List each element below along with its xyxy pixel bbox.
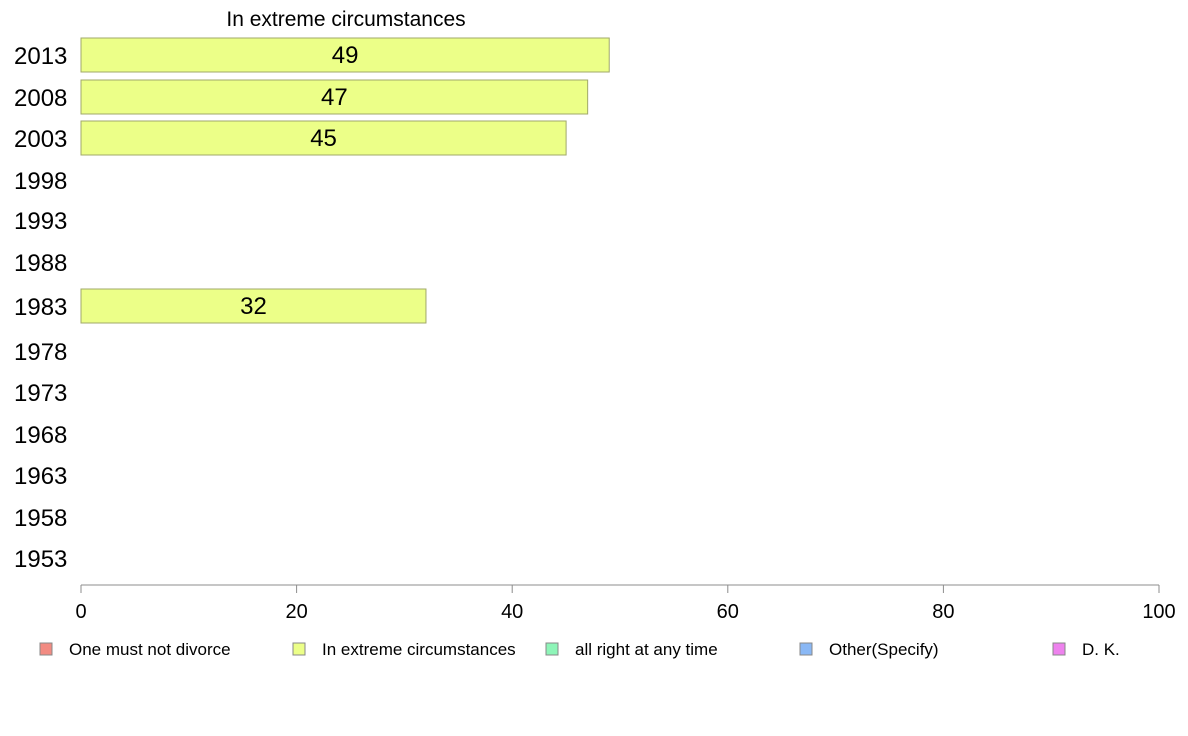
legend-label-0: One must not divorce bbox=[69, 640, 231, 659]
year-label-1958: 1958 bbox=[14, 505, 67, 532]
legend-swatch-3 bbox=[799, 642, 813, 656]
year-label-1993: 1993 bbox=[14, 208, 67, 235]
year-labels: 2013 2008 2003 1998 1993 1988 1983 1978 1973 1968… bbox=[14, 43, 67, 573]
year-label-1988: 1988 bbox=[14, 250, 67, 277]
legend-swatch-2 bbox=[545, 642, 559, 656]
bar-2003 bbox=[80, 120, 567, 156]
bar-value-label-2003: 45 bbox=[310, 125, 337, 152]
year-label-1953: 1953 bbox=[14, 546, 67, 573]
legend-swatch-1 bbox=[292, 642, 306, 656]
bar-2008 bbox=[80, 79, 589, 115]
year-label-1978: 1978 bbox=[14, 339, 67, 366]
legend-label-4: D. K. bbox=[1082, 640, 1120, 659]
legend-label-3: Other(Specify) bbox=[829, 640, 939, 659]
year-label-1973: 1973 bbox=[14, 380, 67, 407]
chart-title: In extreme circumstances bbox=[226, 8, 465, 31]
bar-value-label-2008: 47 bbox=[321, 84, 348, 111]
bars: 49 47 45 32 bbox=[80, 37, 610, 324]
year-label-2008: 2008 bbox=[14, 85, 67, 112]
year-label-1998: 1998 bbox=[14, 168, 67, 195]
bar-1983 bbox=[80, 288, 427, 324]
legend-label-2: all right at any time bbox=[575, 640, 718, 659]
year-label-1968: 1968 bbox=[14, 422, 67, 449]
x-tick-label-20: 20 bbox=[285, 601, 307, 623]
x-tick-label-60: 60 bbox=[717, 601, 739, 623]
x-axis: 0 20 40 60 80 100 bbox=[75, 584, 1176, 623]
legend-swatch-0 bbox=[39, 642, 53, 656]
year-label-2003: 2003 bbox=[14, 126, 67, 153]
x-tick-label-40: 40 bbox=[501, 601, 523, 623]
bar-value-label-2013: 49 bbox=[332, 42, 359, 69]
year-label-2013: 2013 bbox=[14, 43, 67, 70]
x-tick-label-0: 0 bbox=[75, 601, 86, 623]
bar-2013 bbox=[80, 37, 610, 73]
x-tick-label-100: 100 bbox=[1142, 601, 1175, 623]
legend-label-1: In extreme circumstances bbox=[322, 640, 516, 659]
year-label-1963: 1963 bbox=[14, 463, 67, 490]
year-label-1983: 1983 bbox=[14, 294, 67, 321]
legend: One must not divorce In extreme circumsta… bbox=[39, 640, 1120, 659]
bar-value-label-1983: 32 bbox=[240, 293, 267, 320]
x-tick-label-80: 80 bbox=[932, 601, 954, 623]
legend-swatch-4 bbox=[1052, 642, 1066, 656]
